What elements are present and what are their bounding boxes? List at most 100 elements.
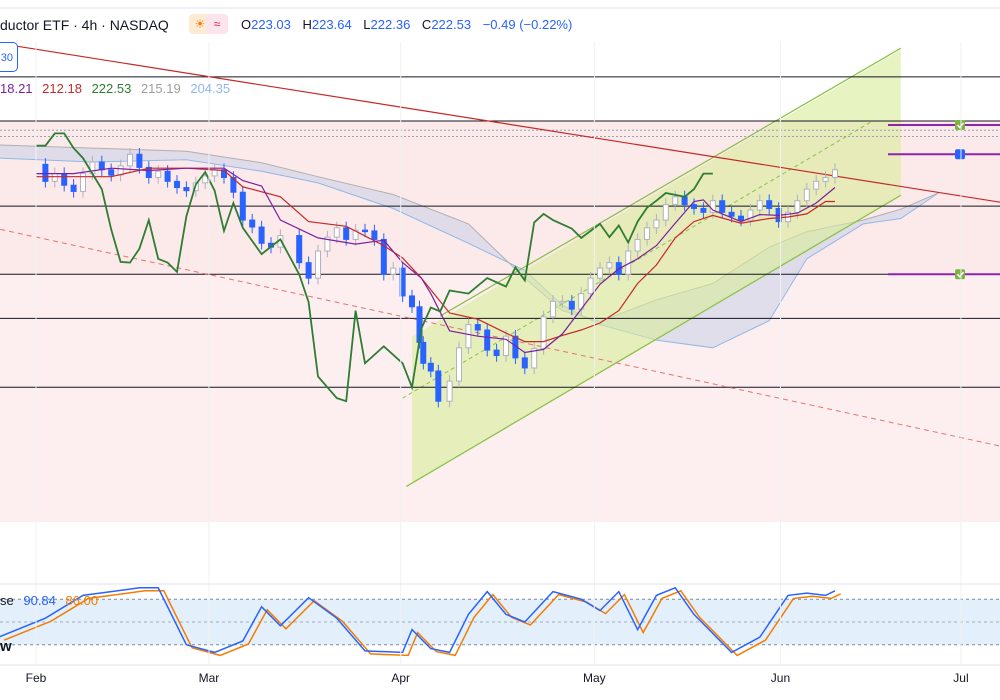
candle-body: [644, 227, 650, 240]
candle-body: [728, 211, 735, 217]
candle-body: [446, 380, 453, 402]
candle-body: [296, 235, 303, 264]
candle-body: [174, 180, 180, 189]
candle-body: [362, 229, 368, 233]
candle-body: [371, 230, 378, 240]
trend-channel: [402, 47, 902, 487]
candle-body: [540, 316, 547, 350]
candle-body: [80, 173, 86, 192]
change-value: −0.49 (−0.22%): [482, 17, 573, 32]
candle-body: [531, 348, 538, 369]
stochastic-k-value: 90.84: [23, 593, 56, 608]
candle-body: [822, 176, 829, 182]
candle-body: [249, 219, 256, 228]
candle-body: [653, 219, 660, 229]
stochastic-title-fragment: w: [0, 638, 12, 655]
check-mark-icon: [956, 271, 965, 278]
candle-body: [145, 166, 152, 178]
candle-body: [521, 357, 528, 369]
horizontal-levels: [0, 76, 1000, 388]
candle-body: [503, 335, 509, 357]
candle-body: [719, 200, 726, 213]
low-value: 222.36: [370, 17, 411, 32]
candle-body: [380, 238, 387, 275]
x-tick-label: Apr: [391, 671, 410, 685]
candle-body: [420, 341, 427, 364]
candle-body: [42, 163, 49, 182]
tenkan-value: 18.21: [0, 81, 33, 96]
symbol-title[interactable]: ductor ETF · 4h · NASDAQ: [0, 17, 169, 33]
candle-body: [568, 300, 575, 310]
market-hours-icon[interactable]: ☀: [189, 14, 211, 34]
tenkan-sen-line: [36, 167, 836, 354]
stochastic-label: se: [0, 593, 14, 608]
candle-body: [70, 184, 77, 192]
candle-body: [465, 324, 472, 349]
chart-header: ductor ETF · 4h · NASDAQ ☀ ≈ O223.03 H22…: [0, 8, 1000, 42]
candle-body: [794, 200, 801, 213]
candle-body: [230, 176, 237, 193]
chikou-span-line: [36, 132, 713, 403]
candle-body: [333, 227, 340, 238]
legend-toggle-badge[interactable]: 30: [0, 42, 18, 72]
stochastic-d-line: [3, 589, 841, 657]
candle-body: [435, 370, 442, 402]
candle-body: [258, 226, 265, 244]
high-value: 223.64: [311, 17, 352, 32]
candle-body: [108, 169, 115, 176]
candle-body: [390, 267, 397, 275]
x-axis: Feb Mar Apr May Jun Jul: [0, 7, 1000, 685]
chikou-value: 222.53: [91, 81, 132, 96]
x-tick-label: Jul: [953, 671, 968, 685]
candle-body: [456, 347, 462, 382]
check-mark-icon: [956, 122, 965, 129]
indicator-lines: [36, 132, 836, 403]
stochastic-panel: [0, 586, 1000, 657]
candle-body: [409, 295, 415, 308]
candle-body: [315, 250, 321, 279]
candle-body: [756, 200, 763, 211]
candle-body: [305, 262, 312, 279]
open-value: 223.03: [251, 17, 291, 32]
span-b-value: 215.19: [140, 81, 181, 96]
stochastic-legend: se 90.84 86.00: [0, 593, 104, 608]
candle-body: [61, 173, 68, 186]
close-value: 222.53: [431, 17, 472, 32]
candle-body: [324, 236, 331, 252]
candle-body: [427, 362, 434, 372]
candle-body: [662, 204, 669, 221]
candle-body: [691, 204, 697, 209]
candle-body: [634, 238, 641, 252]
candle-body: [352, 229, 359, 240]
candle-body: [803, 188, 810, 202]
span-a-value: 204.35: [190, 81, 231, 96]
candle-body: [484, 329, 491, 351]
ohlc-readout: O223.03 H223.64 L222.36 C222.53 −0.49 (−…: [241, 17, 580, 32]
check-icon: [955, 269, 965, 280]
check-icon: [955, 119, 965, 130]
candle-body: [832, 169, 838, 178]
open-label: O: [241, 17, 252, 32]
channel-fill: [412, 49, 901, 484]
candle-body: [681, 196, 688, 206]
ichimoku-values: 18.21 212.18 222.53 215.19 204.35: [0, 81, 236, 96]
close-label: C: [421, 17, 432, 32]
candle-body: [672, 196, 679, 206]
candle-body: [51, 173, 58, 182]
candle-body: [587, 277, 594, 295]
candle-body: [164, 170, 171, 182]
channel-lower: [406, 194, 902, 487]
candle-body: [399, 267, 406, 297]
candle-body: [98, 161, 105, 171]
kijun-sen-line: [36, 167, 835, 343]
channel-upper: [439, 47, 902, 317]
candle-body: [700, 207, 707, 213]
wave-icon[interactable]: ≈: [206, 14, 228, 34]
candle-body: [136, 153, 143, 168]
candle-body: [474, 324, 481, 331]
level-markers: [888, 119, 1000, 280]
candle-body: [813, 180, 820, 190]
candle-body: [597, 267, 603, 279]
candle-body: [493, 349, 500, 357]
